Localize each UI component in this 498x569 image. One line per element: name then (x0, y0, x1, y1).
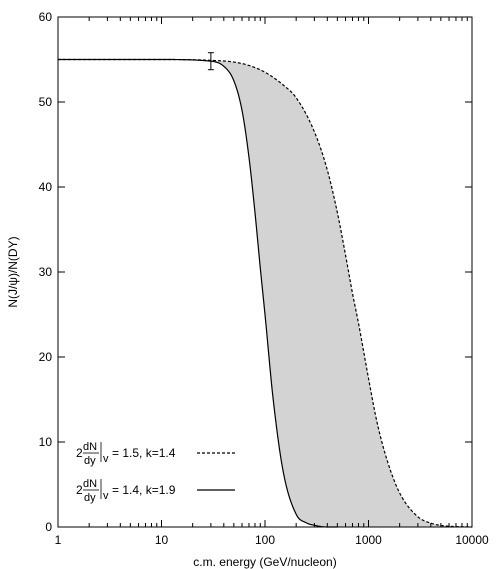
y-tick-label: 60 (39, 10, 53, 24)
legend-suffix: = 1.5, k=1.4 (112, 446, 176, 460)
curve-layer (58, 58, 473, 528)
x-tick-label: 1 (55, 533, 62, 547)
legend-fraction-denominator: dy (84, 455, 96, 467)
legend-fraction-denominator: dy (84, 492, 96, 504)
shaded-region-layer (58, 59, 472, 527)
legend-fraction-numerator: dN (83, 478, 97, 490)
legend-subscript: v (103, 490, 109, 502)
shaded-band (58, 59, 472, 527)
legend-fraction-numerator: dN (83, 441, 97, 453)
y-tick-label: 0 (45, 520, 52, 534)
x-tick-label: 10 (155, 533, 169, 547)
legend-suffix: = 1.4, k=1.9 (112, 483, 176, 497)
error-bar-layer (207, 52, 214, 71)
y-tick-label: 20 (39, 350, 53, 364)
y-tick-label: 40 (39, 180, 53, 194)
y-tick-label: 50 (39, 95, 53, 109)
y-tick-label: 10 (39, 435, 53, 449)
x-axis-label: c.m. energy (GeV/nucleon) (193, 555, 336, 569)
y-axis-label: N(J/ψ)/N(DY) (6, 236, 20, 307)
x-tick-label: 10000 (455, 533, 489, 547)
x-tick-label: 100 (255, 533, 275, 547)
tick-layer: 0 10 20 30 40 50 60 1 10 100 1000 10000 (39, 10, 489, 547)
series-line-dashed (58, 58, 473, 528)
legend-prefix: 2 (76, 483, 83, 497)
series-line-solid (58, 58, 338, 528)
legend-entry-dashed: 2 dN dy v = 1.5, k=1.4 (76, 441, 235, 467)
legend-prefix: 2 (76, 446, 83, 460)
x-tick-label: 1000 (355, 533, 382, 547)
legend-subscript: v (103, 453, 109, 465)
legend-entry-solid: 2 dN dy v = 1.4, k=1.9 (76, 478, 235, 504)
y-tick-label: 30 (39, 265, 53, 279)
